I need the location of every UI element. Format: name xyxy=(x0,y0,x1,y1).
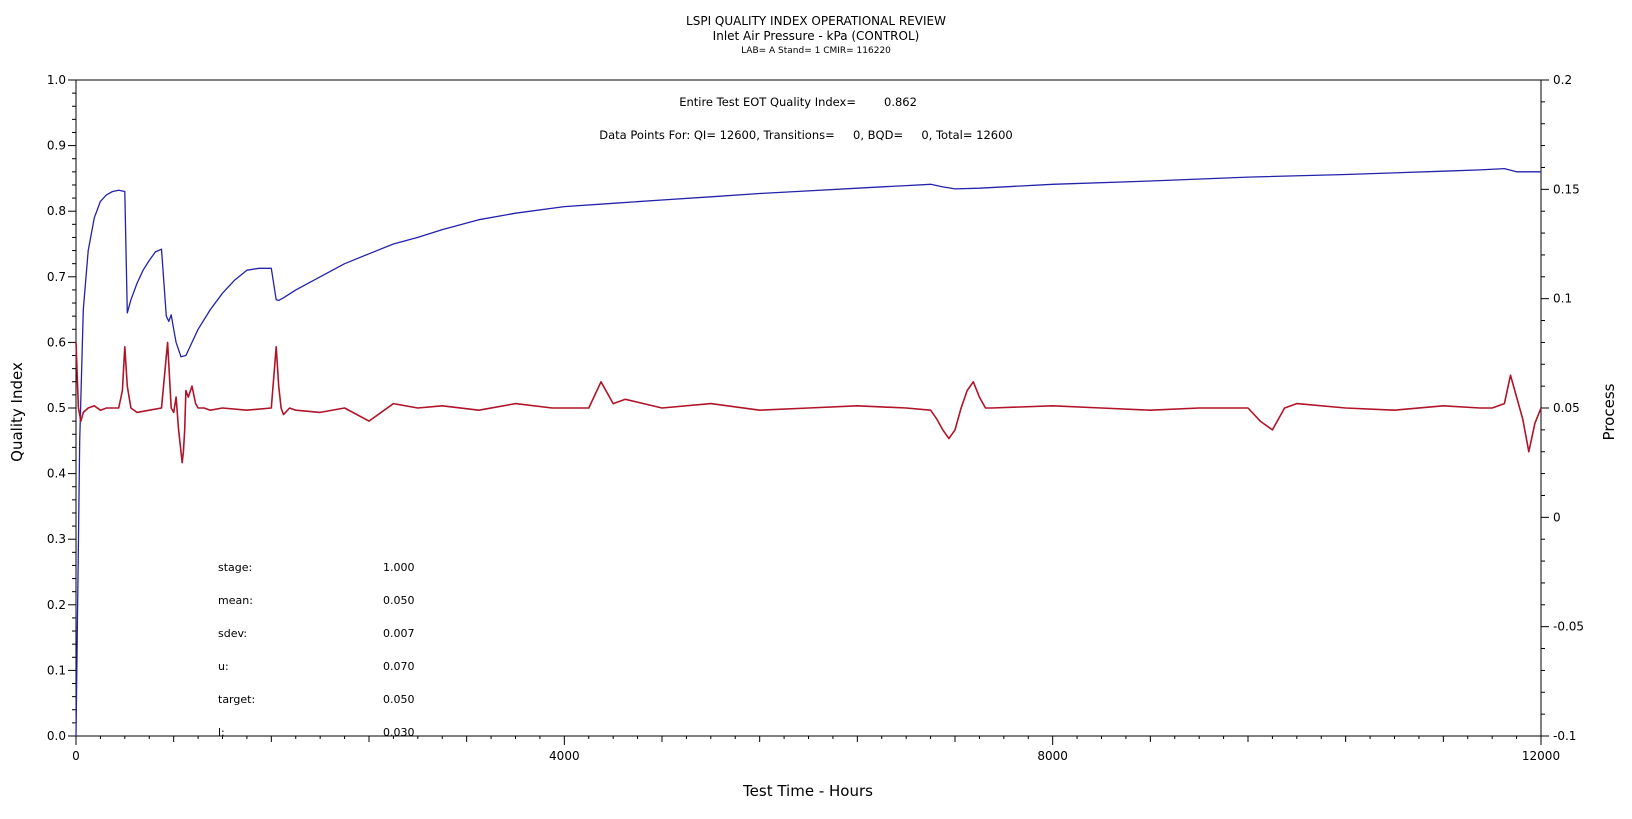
stats-table: stage: 1.000 mean: 0.050 sdev: 0.007 u: … xyxy=(218,561,415,739)
y-axis-label: Quality Index xyxy=(8,362,26,462)
x-tick-label: 8000 xyxy=(1037,749,1068,763)
stat-label-sdev: sdev: xyxy=(218,627,247,640)
y2-tick-label: 0.2 xyxy=(1553,73,1572,87)
stat-label-target: target: xyxy=(218,693,255,706)
quality-index-series-line xyxy=(75,167,1541,737)
y2-tick-label: 0.1 xyxy=(1553,292,1572,306)
right-y-axis: -0.1 -0.05 0 0.05 0.1 0.15 0.2 xyxy=(1541,73,1584,743)
y2-tick-label: 0 xyxy=(1553,510,1561,524)
chart-title: LSPI QUALITY INDEX OPERATIONAL REVIEW xyxy=(686,14,946,28)
stat-label-u: u: xyxy=(218,660,229,673)
x-tick-label: 0 xyxy=(72,749,80,763)
stat-label-l: l: xyxy=(218,726,225,739)
stat-value-sdev: 0.007 xyxy=(383,627,415,640)
x-tick-label: 12000 xyxy=(1522,749,1560,763)
x-axis: 0 4000 8000 12000 xyxy=(72,736,1560,763)
y2-axis-label: Process xyxy=(1600,383,1618,440)
stat-label-stage: stage: xyxy=(218,561,252,574)
eot-quality-label: Entire Test EOT Quality Index= xyxy=(679,95,856,109)
y-tick-label: 0.1 xyxy=(47,663,66,677)
y-tick-label: 0.5 xyxy=(47,401,66,415)
y2-tick-label: -0.1 xyxy=(1553,729,1576,743)
series-layer xyxy=(75,167,1542,737)
y2-tick-label: 0.05 xyxy=(1553,401,1580,415)
stat-value-l: 0.030 xyxy=(383,726,415,739)
data-points-summary: Data Points For: QI= 12600, Transitions=… xyxy=(599,128,1012,142)
y2-tick-label: 0.15 xyxy=(1553,182,1580,196)
stat-value-target: 0.050 xyxy=(383,693,415,706)
stat-label-mean: mean: xyxy=(218,594,253,607)
stat-value-mean: 0.050 xyxy=(383,594,415,607)
process-series-line xyxy=(75,341,1542,464)
stat-value-stage: 1.000 xyxy=(383,561,415,574)
y-tick-label: 1.0 xyxy=(47,73,66,87)
y-tick-label: 0.6 xyxy=(47,335,66,349)
y-tick-label: 0.2 xyxy=(47,598,66,612)
x-axis-label: Test Time - Hours xyxy=(742,782,873,800)
left-y-axis: 0.0 0.1 0.2 0.3 0.4 0.5 0.6 0.7 0.8 0.9 1.0 xyxy=(47,73,76,743)
chart-meta: LAB= A Stand= 1 CMIR= 116220 xyxy=(741,46,891,56)
y-tick-label: 0.7 xyxy=(47,270,66,284)
y-tick-label: 0.9 xyxy=(47,139,66,153)
y2-tick-label: -0.05 xyxy=(1553,620,1584,634)
chart-subtitle: Inlet Air Pressure - kPa (CONTROL) xyxy=(713,29,920,43)
y-tick-label: 0.4 xyxy=(47,467,66,481)
stat-value-u: 0.070 xyxy=(383,660,415,673)
y-tick-label: 0.8 xyxy=(47,204,66,218)
y-tick-label: 0.3 xyxy=(47,532,66,546)
y-tick-label: 0.0 xyxy=(47,729,66,743)
eot-quality-value: 0.862 xyxy=(884,95,917,109)
x-tick-label: 4000 xyxy=(549,749,580,763)
